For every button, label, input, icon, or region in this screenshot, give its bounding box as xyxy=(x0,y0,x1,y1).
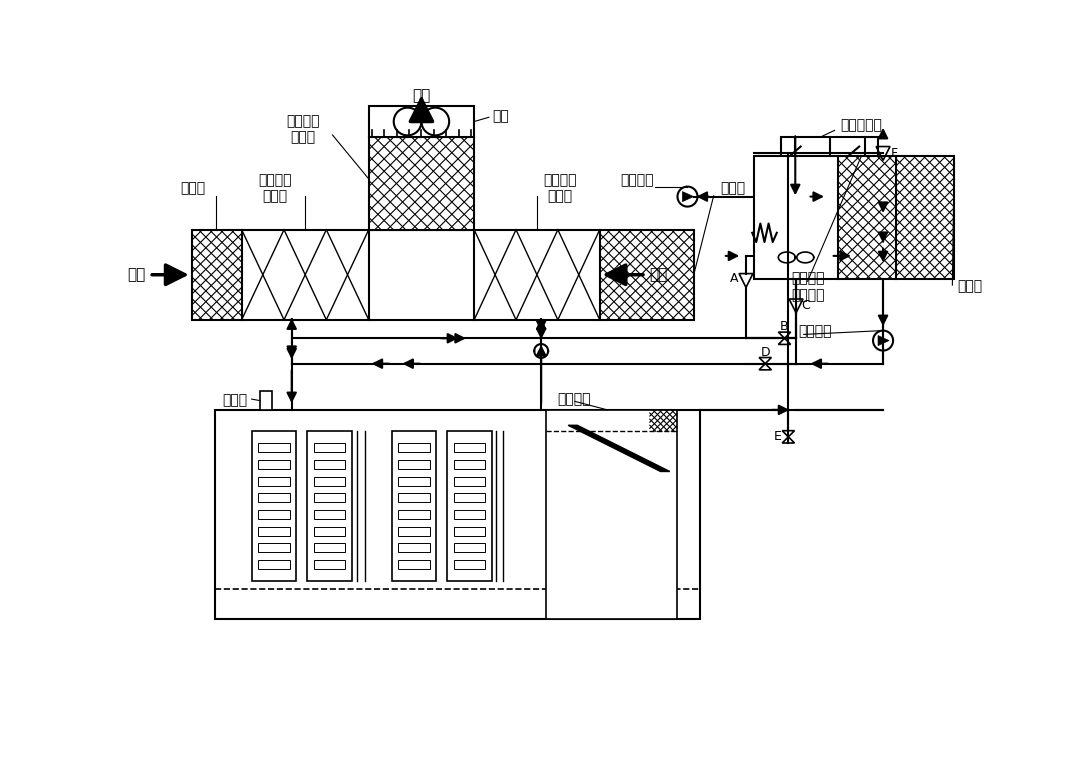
Polygon shape xyxy=(568,425,670,472)
Bar xyxy=(399,443,430,452)
Bar xyxy=(314,543,346,553)
Bar xyxy=(399,460,430,469)
Bar xyxy=(454,460,485,469)
Bar xyxy=(191,230,693,320)
Text: 二次水泵: 二次水泵 xyxy=(798,324,832,338)
Bar xyxy=(392,431,436,581)
Text: C: C xyxy=(801,300,810,313)
Text: F: F xyxy=(890,147,897,160)
Bar xyxy=(307,431,352,581)
Bar xyxy=(258,560,289,569)
Bar xyxy=(258,543,289,553)
Polygon shape xyxy=(878,336,889,346)
Text: 排风口: 排风口 xyxy=(221,394,247,408)
Bar xyxy=(314,443,346,452)
Text: A: A xyxy=(729,273,738,286)
Text: 排风: 排风 xyxy=(413,88,431,103)
Bar xyxy=(314,560,346,569)
Bar xyxy=(258,476,289,486)
Text: 间接蒸发
冷却器: 间接蒸发 冷却器 xyxy=(543,173,577,203)
Bar xyxy=(314,527,346,536)
Bar xyxy=(447,431,491,581)
Bar xyxy=(260,391,272,410)
Bar xyxy=(545,410,677,619)
Text: 板式换热器: 板式换热器 xyxy=(840,118,882,132)
Text: 间接蒸发
冷却器: 间接蒸发 冷却器 xyxy=(258,173,292,203)
Bar xyxy=(454,560,485,569)
Bar xyxy=(252,431,296,581)
Text: 进风: 进风 xyxy=(650,267,669,283)
Bar xyxy=(399,493,430,503)
Text: D: D xyxy=(760,346,770,359)
Bar xyxy=(314,493,346,503)
Bar xyxy=(454,510,485,519)
Text: 表冷器: 表冷器 xyxy=(958,279,983,293)
Text: 淋水填料
换热器: 淋水填料 换热器 xyxy=(286,113,320,144)
Bar xyxy=(454,527,485,536)
Bar xyxy=(782,137,878,242)
Bar xyxy=(399,543,430,553)
Bar xyxy=(399,560,430,569)
Text: 风机: 风机 xyxy=(491,109,509,123)
Bar xyxy=(399,476,430,486)
Bar xyxy=(454,543,485,553)
Bar xyxy=(314,510,346,519)
Bar xyxy=(454,476,485,486)
Text: 一次水泵: 一次水泵 xyxy=(620,174,653,188)
Bar xyxy=(258,443,289,452)
Bar xyxy=(454,443,485,452)
Bar xyxy=(314,460,346,469)
Bar xyxy=(258,527,289,536)
Bar xyxy=(215,410,700,619)
Bar xyxy=(754,156,954,279)
Bar xyxy=(314,476,346,486)
Text: 进风: 进风 xyxy=(127,267,146,283)
Text: B: B xyxy=(780,320,788,334)
Text: 表冷器: 表冷器 xyxy=(720,181,745,195)
Bar xyxy=(368,106,474,137)
Bar xyxy=(368,137,474,230)
Bar xyxy=(454,493,485,503)
Bar xyxy=(399,527,430,536)
Text: 直接蒸发
冷却填料: 直接蒸发 冷却填料 xyxy=(791,272,824,302)
Bar xyxy=(258,493,289,503)
Text: 显热末端: 显热末端 xyxy=(557,392,591,406)
Bar xyxy=(258,510,289,519)
Text: 表冷器: 表冷器 xyxy=(180,181,205,195)
Text: E: E xyxy=(773,430,782,443)
Bar xyxy=(258,460,289,469)
Bar xyxy=(399,510,430,519)
Polygon shape xyxy=(683,191,693,201)
